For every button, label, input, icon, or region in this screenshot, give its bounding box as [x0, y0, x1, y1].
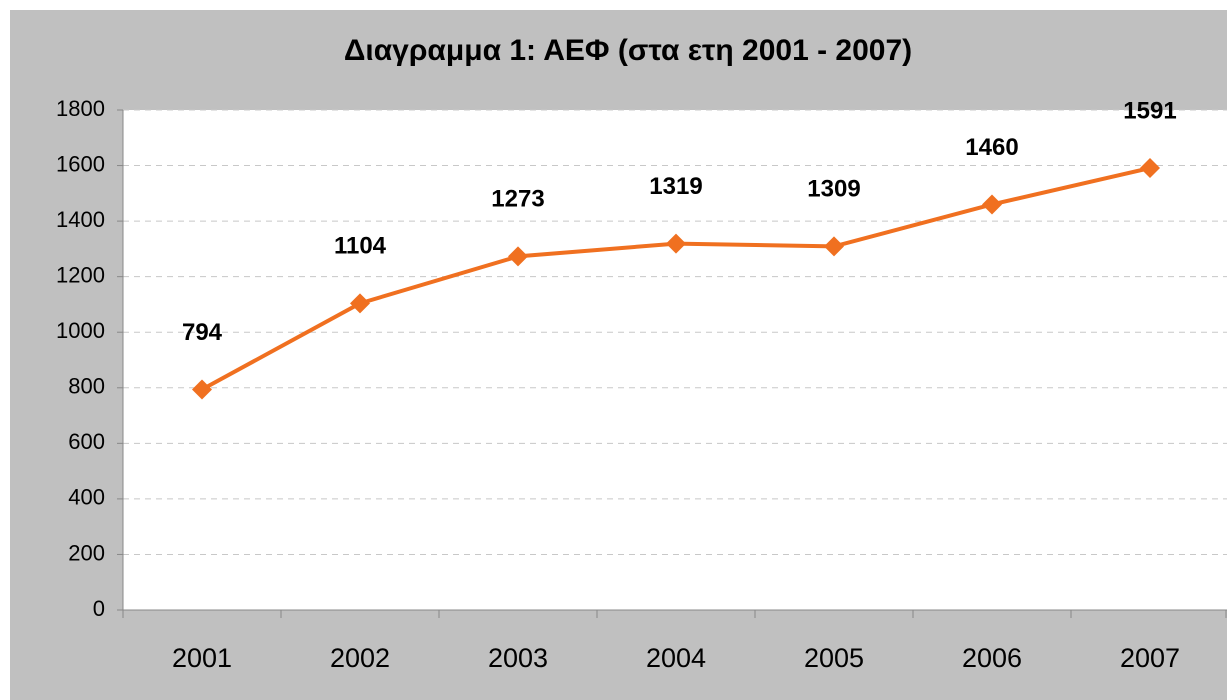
point-marker	[982, 194, 1002, 215]
x-tick-label: 2006	[962, 643, 1022, 673]
y-tick-label: 400	[68, 485, 105, 510]
x-tick-label: 2007	[1120, 643, 1180, 673]
y-tick-label: 800	[68, 374, 105, 399]
x-tick-label: 2004	[646, 643, 706, 673]
x-tick-label: 2001	[172, 643, 232, 673]
y-tick-label: 200	[68, 540, 105, 565]
x-tick-label: 2003	[488, 643, 548, 673]
y-tick-label: 1400	[56, 207, 105, 232]
data-label: 1319	[649, 173, 702, 200]
data-label: 1460	[965, 134, 1018, 161]
y-tick-label: 1000	[56, 318, 105, 343]
point-marker	[666, 233, 686, 254]
y-tick-label: 1600	[56, 151, 105, 176]
y-tick-label: 0	[93, 596, 105, 621]
y-tick-label: 1200	[56, 262, 105, 287]
data-label: 1104	[334, 233, 387, 260]
point-marker	[508, 246, 528, 267]
data-label: 1309	[807, 176, 860, 203]
data-label: 1273	[491, 186, 544, 213]
point-marker	[350, 293, 370, 314]
point-marker	[192, 379, 212, 400]
chart-title: Διαγραμμα 1: ΑΕΦ (στα ετη 2001 - 2007)	[344, 34, 912, 67]
x-tick-label: 2002	[330, 643, 390, 673]
data-label: 794	[182, 319, 223, 346]
y-tick-label: 1800	[56, 96, 105, 121]
data-label: 1591	[1123, 97, 1176, 124]
x-tick-label: 2005	[804, 643, 864, 673]
point-marker	[1140, 158, 1160, 179]
point-marker	[824, 236, 844, 257]
y-tick-label: 600	[68, 429, 105, 454]
